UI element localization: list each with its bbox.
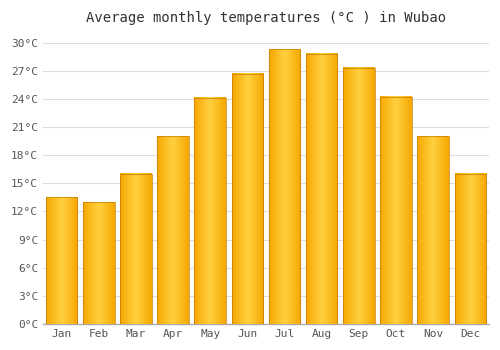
Bar: [83, 202, 114, 324]
Bar: [232, 74, 263, 324]
Bar: [306, 54, 338, 324]
Title: Average monthly temperatures (°C ) in Wubao: Average monthly temperatures (°C ) in Wu…: [86, 11, 446, 25]
Bar: [454, 174, 486, 324]
Bar: [157, 136, 189, 324]
Bar: [46, 197, 78, 324]
Bar: [194, 98, 226, 324]
Bar: [418, 136, 449, 324]
Bar: [380, 97, 412, 324]
Bar: [120, 174, 152, 324]
Bar: [268, 49, 300, 324]
Bar: [343, 68, 374, 324]
